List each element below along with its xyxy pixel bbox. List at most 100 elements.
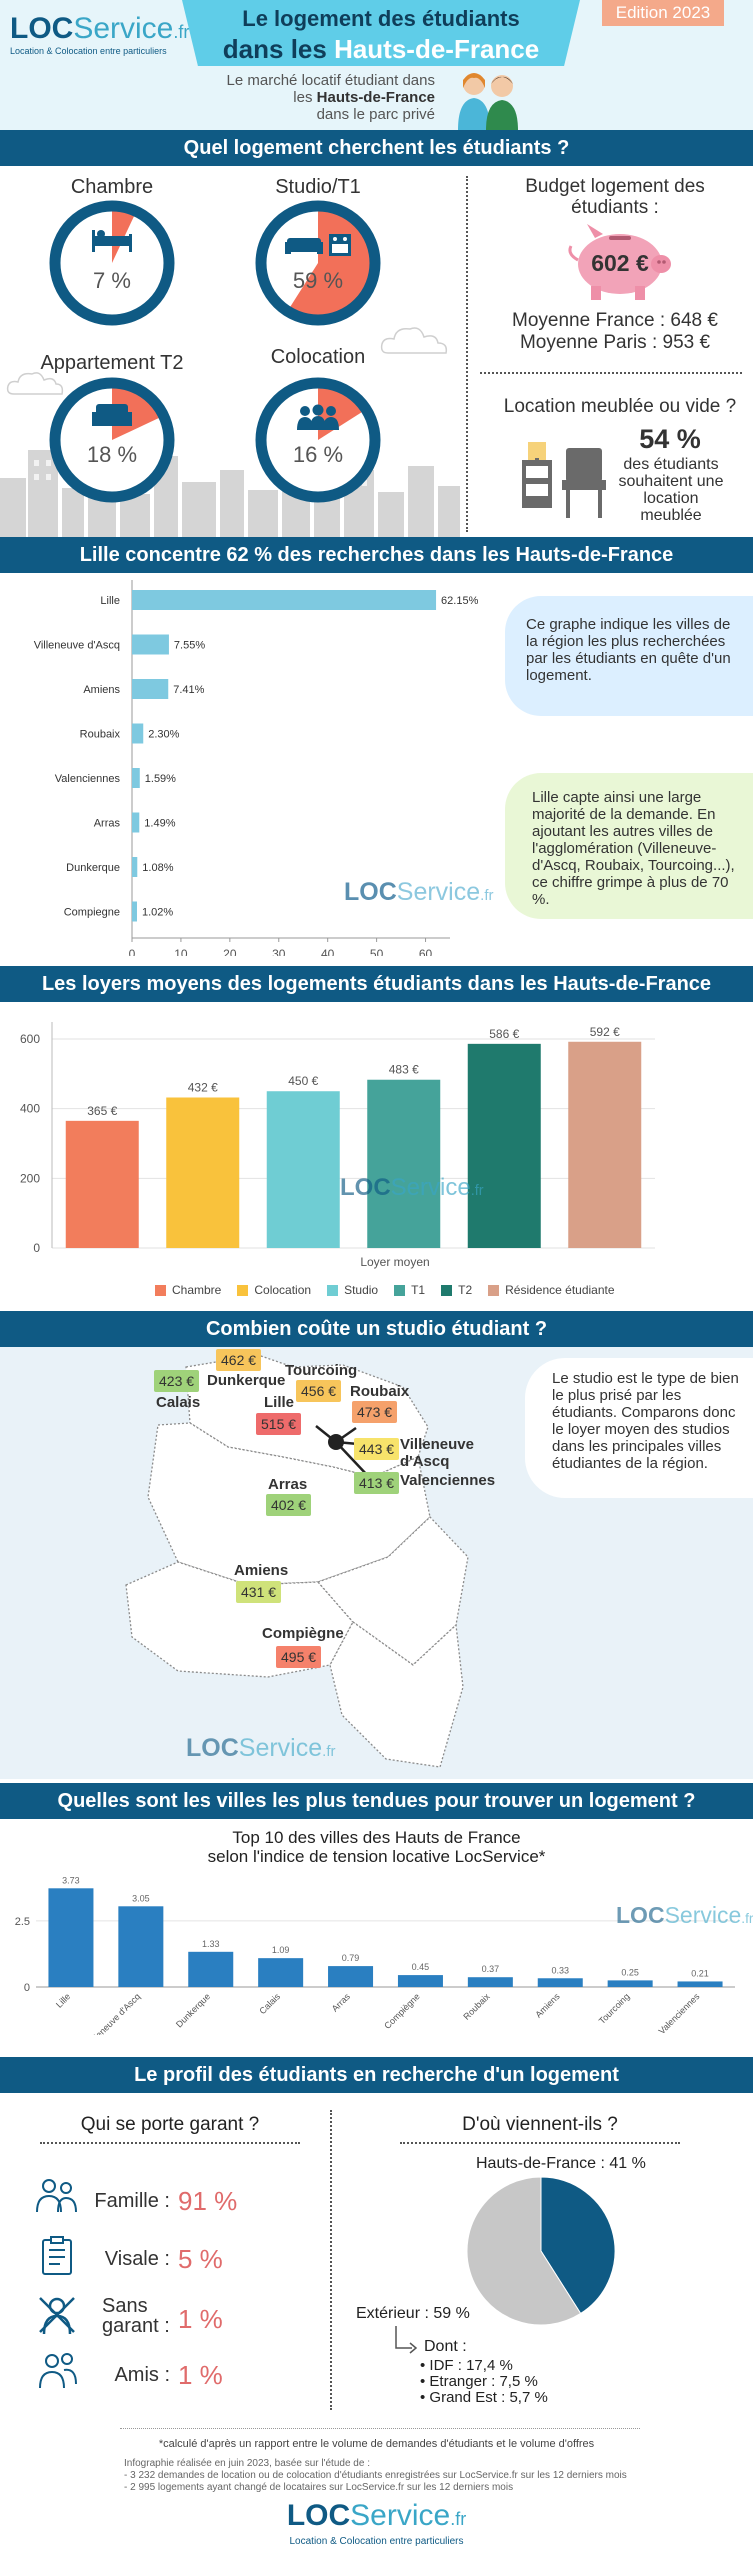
logo-tld: .fr [173, 22, 190, 42]
category-label: Lille [100, 595, 120, 607]
map-note-bubble [525, 1358, 753, 1498]
header: LOCService.fr Location & Colocation entr… [0, 0, 753, 130]
ring-colocation [255, 377, 381, 503]
subtitle-2: les Hauts-de-France [185, 89, 435, 106]
bar [266, 1091, 340, 1248]
category-label: Valenciennes [657, 1991, 702, 2035]
footer-study: Infographie réalisée en juin 2023, basée… [124, 2458, 370, 2469]
section-title-loyers: Les loyers moyens des logements étudiant… [0, 966, 753, 1002]
city-calais: Calais [156, 1394, 201, 1411]
bar [537, 1978, 583, 1987]
ring-studio [255, 200, 381, 326]
category-label: Dunkerque [174, 1991, 212, 2029]
map-watermark-tld: .fr [322, 1743, 336, 1760]
note-bubble-1 [505, 596, 753, 716]
furn-pct: 54 % [639, 424, 701, 454]
price-villeneuve: 443 € [354, 1438, 400, 1460]
footer-logo-bold: LOC [286, 2499, 351, 2532]
map-watermark: LOCService.fr [186, 1736, 336, 1764]
x-tick-label: 40 [321, 947, 335, 956]
family-icon [36, 2179, 77, 2213]
bar-value-label: 483 € [389, 1063, 419, 1077]
bar [132, 634, 169, 655]
origin-detail-item: • Etranger : 7,5 % [420, 2373, 538, 2390]
category-label: Roubaix [461, 1991, 492, 2022]
tension-watermark-bold: LOC [616, 1902, 665, 1928]
legend-label: T2 [458, 1283, 473, 1297]
map-watermark-light: Service [238, 1734, 323, 1762]
footer-logo-light: Service [350, 2499, 451, 2532]
bar [132, 812, 140, 833]
avg-paris: Moyenne Paris : 953 € [519, 332, 711, 353]
furn-text: des étudiants souhaitent une location me… [618, 456, 724, 524]
origin-ext-label: Extérieur : 59 % [356, 2305, 470, 2322]
pct-chambre: 7 % [93, 268, 131, 293]
city-valenciennes: Valenciennes [400, 1472, 496, 1489]
legend-item: Colocation [237, 1283, 311, 1297]
ring-slice [112, 208, 136, 263]
tension-chart-title-1: Top 10 des villes des Hauts de France [232, 1828, 521, 1847]
bar-value-label: 0.33 [551, 1965, 569, 1975]
city-search-chart: 0 10 20 30 40 50 60 Lille 62.15% Villeneuve d'Asc… [34, 580, 479, 956]
map-note-text: Le studio est le type de bien le plus pr… [552, 1370, 739, 1472]
x-tick-label: 50 [370, 947, 384, 956]
title-line2-prefix: dans les [222, 34, 335, 64]
bar-value-label: 3.73 [62, 1875, 80, 1885]
ring-label-studio: Studio/T1 [275, 176, 361, 198]
cloud-icon [380, 327, 448, 354]
bar-value-label: 0.21 [691, 1968, 709, 1978]
garant-label-visale: Visale : [104, 2248, 170, 2270]
logo-tagline: Location & Colocation entre particuliers [10, 46, 167, 56]
rent-watermark-tld: .fr [470, 1183, 484, 1199]
origin-pie [466, 2176, 616, 2326]
city-lille: Lille [264, 1394, 295, 1411]
bar-value-label: 1.49% [144, 818, 175, 830]
bar-value-label: 3.05 [132, 1893, 150, 1903]
budget-title: Budget logement des étudiants : [525, 176, 705, 218]
y-tick-label: 200 [20, 1171, 40, 1185]
garant-value-visale: 5 % [178, 2244, 223, 2274]
legend-swatch [488, 1284, 500, 1296]
bar [132, 768, 140, 788]
origin-detail-grandest: Grand Est : 5,7 % [429, 2389, 548, 2406]
bar-value-label: 1.09 [272, 1945, 290, 1955]
bar [65, 1120, 139, 1248]
garant-value-sans: 1 % [178, 2304, 223, 2334]
ring-label-chambre: Chambre [70, 176, 154, 198]
garant-label-sans: Sans garant : [102, 2295, 170, 2337]
bar [677, 1981, 723, 1987]
furniture-icon [522, 442, 606, 518]
bar-value-label: 0.25 [621, 1967, 639, 1977]
price-valenciennes: 413 € [354, 1472, 400, 1494]
watermark-logo-light: Service [396, 878, 481, 906]
bar-value-label: 365 € [87, 1104, 117, 1118]
bar [166, 1097, 240, 1248]
cloud-icon [6, 372, 64, 395]
map-watermark-bold: LOC [186, 1734, 239, 1762]
ring-outline [255, 377, 381, 503]
note-bubble-2 [505, 773, 753, 919]
pie-slice [466, 2176, 582, 2326]
section-title-lille: Lille concentre 62 % des recherches dans… [0, 537, 753, 573]
bar-value-label: 1.59% [145, 773, 176, 785]
legend-swatch [237, 1284, 249, 1296]
ring-slice [288, 208, 374, 318]
legend-swatch [327, 1284, 339, 1296]
watermark-logo-tld: .fr [480, 887, 494, 904]
tension-watermark-light: Service [664, 1902, 742, 1928]
price-arras: 402 € [266, 1494, 312, 1516]
footer-note: *calculé d'après un rapport entre le vol… [158, 2438, 595, 2450]
tension-watermark: LOCService.fr [616, 1904, 753, 1930]
bar-value-label: 7.55% [174, 640, 205, 652]
garant-label-amis: Amis : [114, 2364, 170, 2386]
ring-outline [255, 200, 381, 326]
legend-label: Résidence étudiante [505, 1283, 615, 1297]
note-text-1: Ce graphe indique les villes de la régio… [526, 616, 731, 684]
title-line2: dans les Hauts-de-France [182, 34, 580, 65]
bar-value-label: 0.45 [412, 1962, 430, 1972]
note-text-2: Lille capte ainsi une large majorité de … [532, 789, 735, 908]
title-line1: Le logement des étudiants [242, 6, 520, 31]
bar [328, 1966, 374, 1987]
legend-swatch [155, 1284, 166, 1296]
bar [132, 901, 137, 922]
